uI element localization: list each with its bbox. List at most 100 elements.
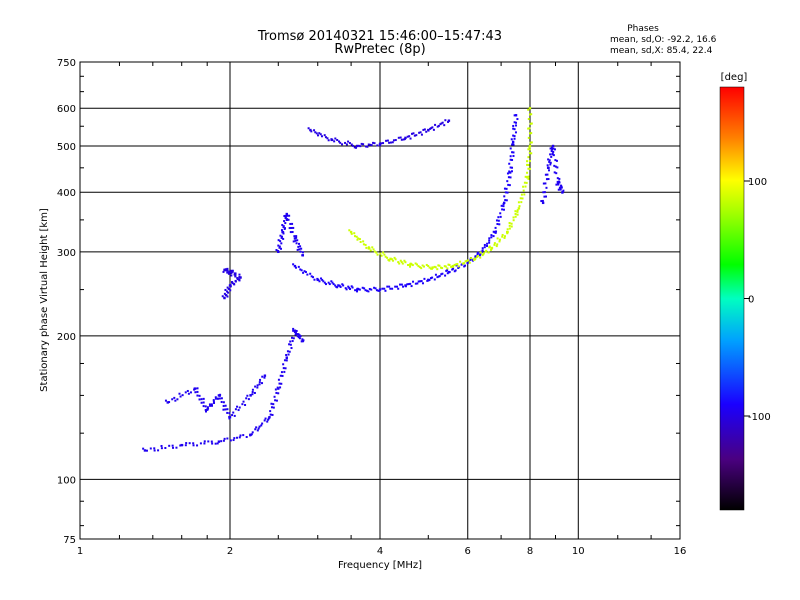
data-point: [386, 139, 389, 142]
data-point: [164, 447, 167, 450]
data-point: [524, 185, 527, 188]
data-point: [356, 290, 359, 293]
data-point: [295, 329, 298, 332]
data-point: [493, 230, 497, 234]
data-point: [448, 264, 451, 267]
data-point: [326, 137, 329, 140]
data-point: [362, 243, 365, 246]
data-point: [301, 254, 305, 257]
data-point: [202, 405, 205, 408]
data-point: [348, 229, 351, 232]
data-point: [375, 251, 378, 254]
data-point: [528, 144, 532, 148]
data-point: [419, 131, 422, 134]
data-point: [228, 271, 231, 274]
data-point: [436, 268, 439, 271]
data-point: [504, 199, 507, 202]
data-point: [559, 188, 562, 191]
data-point: [376, 253, 379, 256]
data-point: [176, 398, 179, 401]
data-point: [527, 167, 530, 170]
data-point: [361, 286, 364, 289]
data-point: [328, 283, 331, 286]
data-point: [349, 230, 353, 234]
data-point: [251, 431, 254, 434]
data-point: [517, 201, 520, 204]
data-point: [528, 152, 531, 155]
data-point: [234, 279, 237, 282]
data-point: [409, 265, 412, 268]
data-point: [496, 237, 499, 240]
data-point: [351, 286, 354, 289]
data-point: [339, 285, 342, 288]
data-point: [174, 399, 177, 402]
data-point: [461, 262, 464, 265]
data-point: [341, 283, 344, 286]
data-point: [382, 142, 385, 145]
data-point: [279, 234, 282, 237]
data-point: [434, 273, 437, 276]
data-point: [402, 138, 405, 141]
data-point: [527, 118, 530, 121]
data-point: [378, 288, 382, 291]
data-point: [207, 440, 210, 443]
data-point: [297, 336, 300, 339]
data-point: [334, 137, 337, 140]
data-point: [549, 147, 552, 150]
data-point: [512, 127, 515, 130]
data-point: [209, 404, 212, 407]
data-point: [234, 408, 237, 411]
data-point: [196, 444, 199, 447]
data-point: [145, 449, 148, 452]
data-point: [272, 406, 275, 409]
data-point: [550, 155, 553, 158]
data-point: [226, 271, 229, 274]
data-point: [278, 245, 281, 248]
data-point: [527, 127, 530, 130]
data-point: [367, 247, 371, 250]
data-point: [454, 263, 457, 266]
data-point: [292, 226, 295, 229]
data-point: [417, 280, 420, 283]
data-point: [353, 235, 356, 238]
data-point: [179, 395, 182, 398]
data-point: [216, 397, 219, 400]
data-point: [277, 244, 280, 247]
data-point: [540, 200, 543, 203]
data-point: [418, 266, 421, 269]
data-point: [281, 224, 284, 227]
data-point: [180, 443, 183, 447]
data-point: [289, 340, 292, 343]
data-point: [229, 271, 232, 274]
data-point: [513, 137, 516, 140]
data-point: [509, 158, 512, 161]
data-point: [485, 249, 488, 252]
data-point: [501, 235, 504, 238]
data-point: [284, 222, 287, 225]
data-point: [295, 236, 298, 239]
data-point: [226, 437, 229, 440]
data-point: [245, 397, 248, 400]
data-point: [379, 252, 382, 255]
data-point: [404, 261, 407, 264]
data-point: [142, 447, 145, 450]
data-point: [514, 114, 518, 117]
data-point: [269, 410, 272, 413]
data-point: [408, 135, 411, 138]
plot-area: 1 2 4 6 8 10 16 75 100 200 300 400 500 600 750: [57, 58, 686, 557]
y-tick-label: 750: [57, 58, 76, 69]
data-point: [386, 285, 389, 288]
data-point: [185, 442, 188, 445]
data-point: [220, 397, 223, 400]
data-point: [272, 403, 275, 406]
data-point: [223, 437, 226, 440]
data-point: [250, 433, 253, 436]
data-point: [420, 133, 423, 136]
data-point: [479, 256, 482, 259]
data-point: [336, 138, 339, 141]
data-point: [260, 424, 263, 427]
data-point: [513, 121, 516, 124]
data-point: [293, 331, 296, 334]
data-point: [526, 163, 529, 166]
data-point: [355, 144, 359, 148]
